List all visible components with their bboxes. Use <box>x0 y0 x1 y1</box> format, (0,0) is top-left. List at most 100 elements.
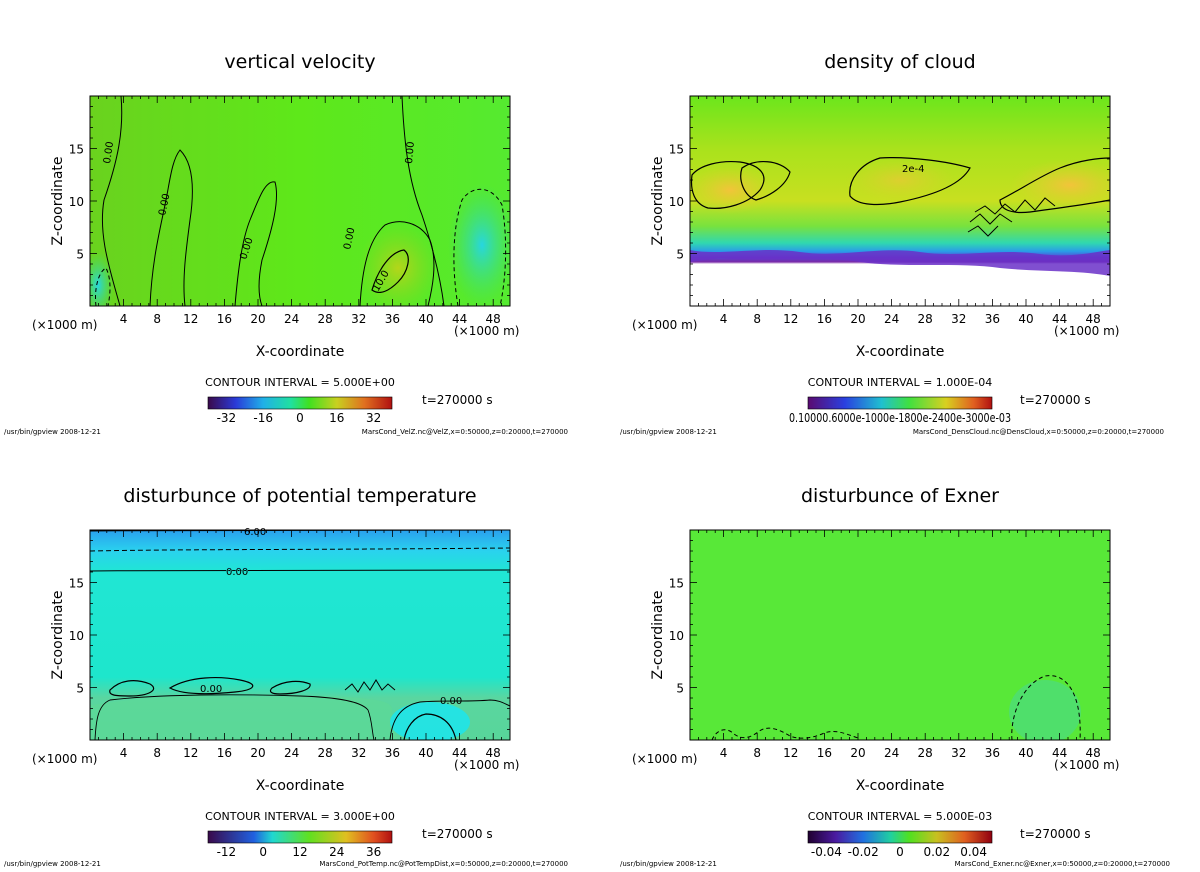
x-tick-label: 20 <box>850 312 865 326</box>
contour-line <box>90 569 510 572</box>
heatmap-background <box>90 96 510 306</box>
updraft-region <box>358 224 438 306</box>
x-tick-label: 4 <box>720 312 728 326</box>
x-tick-label: 8 <box>153 312 161 326</box>
panel-density-of-cloud: density of cloud 2e-4 4 8 12 16 20 24 28 32 36 40… <box>620 51 1164 436</box>
y-tick-label: 5 <box>676 682 684 696</box>
colorbar <box>807 396 993 410</box>
contour-label: 0.00 <box>102 141 116 165</box>
cold-region <box>390 702 470 740</box>
chart-title: disturbunce of potential temperature <box>123 485 476 507</box>
x-tick-label: 48 <box>1086 746 1101 760</box>
warm-layer <box>90 695 398 740</box>
colorbar-tick-label: 0 <box>896 845 904 859</box>
time-label: t=270000 s <box>422 393 493 407</box>
x-tick-label: 36 <box>985 746 1000 760</box>
contour-label: 0.00 <box>226 567 248 578</box>
time-label: t=270000 s <box>422 827 493 841</box>
footer-left: /usr/bin/gpview 2008-12-21 <box>620 860 717 868</box>
colorbar <box>207 396 393 410</box>
x-tick-label: 32 <box>951 312 966 326</box>
colorbar-tick-label: -0.02 <box>848 845 879 859</box>
contour-line <box>690 160 765 209</box>
chart-title: disturbunce of Exner <box>801 485 999 507</box>
x-tick-label: 8 <box>753 746 761 760</box>
contour-line <box>344 679 396 693</box>
y-tick-label: 10 <box>69 195 84 209</box>
x-tick-label: 12 <box>783 312 798 326</box>
x-tick-label: 48 <box>486 746 501 760</box>
contour-line <box>999 157 1110 214</box>
footer-left: /usr/bin/gpview 2008-12-21 <box>620 428 717 436</box>
cloud-core-mid <box>845 158 955 202</box>
x-tick-label: 16 <box>817 312 832 326</box>
heatmap-field <box>90 530 510 740</box>
heatmap-field: 0.00 <box>90 96 510 306</box>
contour-interval: CONTOUR INTERVAL = 3.000E+00 <box>205 810 395 823</box>
x-tick-label: 12 <box>183 312 198 326</box>
x-tick-label: 40 <box>1018 746 1033 760</box>
y-tick-label: 15 <box>69 143 84 157</box>
colorbar-tick-label: 24 <box>329 845 344 859</box>
time-label: t=270000 s <box>1020 393 1091 407</box>
colorbar-ticks: -12 0 12 24 36 <box>217 845 382 859</box>
x-tick-label: 44 <box>1052 746 1067 760</box>
x-tick-label: 24 <box>884 746 899 760</box>
x-tick-label: 36 <box>985 312 1000 326</box>
x-tick-label: 8 <box>153 746 161 760</box>
x-unit-right: (×1000 m) <box>454 324 519 338</box>
x-unit-right: (×1000 m) <box>1054 758 1119 772</box>
x-tick-label: 16 <box>817 746 832 760</box>
panel-potential-temperature: disturbunce of potential temperature 6.0… <box>4 485 568 868</box>
time-label: t=270000 s <box>1020 827 1091 841</box>
contour-interval: CONTOUR INTERVAL = 5.000E-03 <box>808 810 992 823</box>
y-tick-label: 5 <box>76 248 84 262</box>
x-tick-label: 44 <box>1052 312 1067 326</box>
x-unit-right: (×1000 m) <box>454 758 519 772</box>
contour-line <box>453 188 507 306</box>
x-tick-label: 28 <box>918 312 933 326</box>
x-unit-left: (×1000 m) <box>32 318 97 332</box>
low-pressure-region <box>1009 680 1081 740</box>
x-tick-label: 28 <box>318 746 333 760</box>
colorbar-tick-label: 32 <box>366 411 381 425</box>
x-tick-label: 28 <box>318 312 333 326</box>
contour-line <box>94 694 375 740</box>
contour-line <box>359 221 435 306</box>
x-tick-label: 4 <box>120 312 128 326</box>
x-tick-label: 48 <box>1086 312 1101 326</box>
colorbar-tick-label: 0.10000.6000e-1000e-1800e-2400e-3000e-03 <box>789 411 1011 425</box>
contour-line <box>711 727 859 740</box>
x-axis-label: X-coordinate <box>256 344 345 360</box>
x-tick-label: 24 <box>284 746 299 760</box>
y-tick-label: 15 <box>69 577 84 591</box>
x-tick-label: 40 <box>418 746 433 760</box>
y-axis-label: Z-coordinate <box>650 156 666 245</box>
x-tick-label: 32 <box>351 312 366 326</box>
x-tick-label: 32 <box>351 746 366 760</box>
colorbar-tick-label: 0 <box>259 845 267 859</box>
x-tick-label: 4 <box>720 746 728 760</box>
contour-line <box>849 157 971 206</box>
contour-line <box>401 96 445 306</box>
cloud-core-left <box>690 166 774 214</box>
x-tick-label: 24 <box>284 312 299 326</box>
colorbar-tick-label: 0.04 <box>960 845 987 859</box>
colorbar-tick-label: -0.04 <box>811 845 842 859</box>
y-axis-label: Z-coordinate <box>650 590 666 679</box>
colorbar-tick-label: 16 <box>329 411 344 425</box>
footer-left: /usr/bin/gpview 2008-12-21 <box>4 860 101 868</box>
x-unit-right: (×1000 m) <box>1054 324 1119 338</box>
y-tick-label: 10 <box>69 629 84 643</box>
contour-interval: CONTOUR INTERVAL = 5.000E+00 <box>205 376 395 389</box>
x-tick-label: 12 <box>183 746 198 760</box>
x-unit-left: (×1000 m) <box>632 318 697 332</box>
colorbar-ticks: -0.04 -0.02 0 0.02 0.04 <box>811 845 987 859</box>
colorbar-tick-label: -16 <box>253 411 273 425</box>
contour-line <box>90 547 510 552</box>
contour-line <box>269 680 311 695</box>
contour-label: 0.00 <box>342 227 357 251</box>
